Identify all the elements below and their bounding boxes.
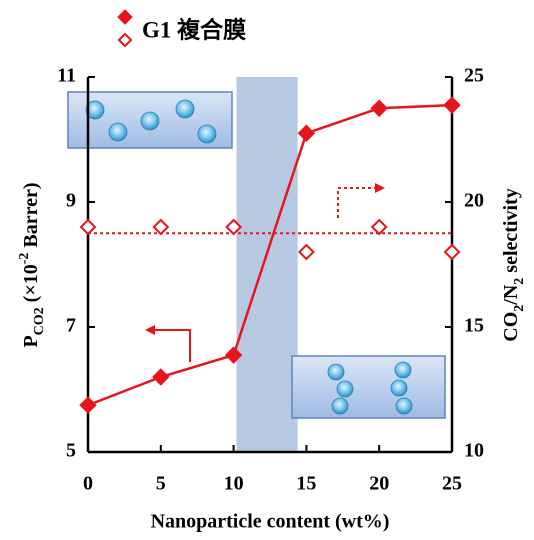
data-point [154,220,168,234]
x-axis-label: Nanoparticle content (wt%) [151,511,390,533]
y-tick-label: 5 [66,440,76,462]
data-point [153,369,169,385]
x-tick-label: 20 [369,473,389,495]
label-part: 2 [512,278,527,285]
legend-marker [119,34,131,46]
x-tick-label: 15 [296,473,316,495]
x-tick-label: 25 [442,473,462,495]
highlight-band [237,77,298,452]
label-part: CO2 [32,307,47,335]
y2-axis-label: CO2/N2 selectivity [500,188,527,341]
y2-tick-label: 15 [464,315,484,337]
label-part: P [20,335,42,347]
y2-tick-label: 20 [464,190,484,212]
label-part: (×10 [20,264,42,307]
data-point [372,220,386,234]
data-point [299,245,313,259]
legend-label: G1 複合膜 [142,16,246,42]
inset-aggregated [292,356,445,418]
y-tick-label: 7 [66,315,76,337]
y2-tick-label: 10 [464,440,484,462]
data-point [81,220,95,234]
data-point [445,245,459,259]
inset-dispersed [68,92,232,148]
label-part: Barrer) [20,182,42,252]
chart: G1 複合膜 Nanoparticle content (wt%) PCO2 (… [0,0,534,540]
y-tick-label: 9 [66,190,76,212]
data-point [444,97,460,113]
x-tick-label: 0 [83,473,93,495]
y-tick-label: 11 [57,65,76,87]
y2-tick-label: 25 [464,65,484,87]
x-tick-label: 5 [156,473,166,495]
arrow-left-axis [147,330,190,362]
data-point [80,397,96,413]
label-part: /N [500,284,522,306]
label-part: selectivity [500,188,522,277]
label-part: 2 [512,305,527,312]
data-point [298,125,314,141]
data-point [371,100,387,116]
label-part: -2 [17,253,32,265]
label-part: CO [500,312,522,342]
y-axis-label: PCO2 (×10-2 Barrer) [17,182,47,347]
legend-marker [118,10,132,24]
arrow-right-axis [338,188,383,218]
x-tick-label: 10 [224,473,244,495]
